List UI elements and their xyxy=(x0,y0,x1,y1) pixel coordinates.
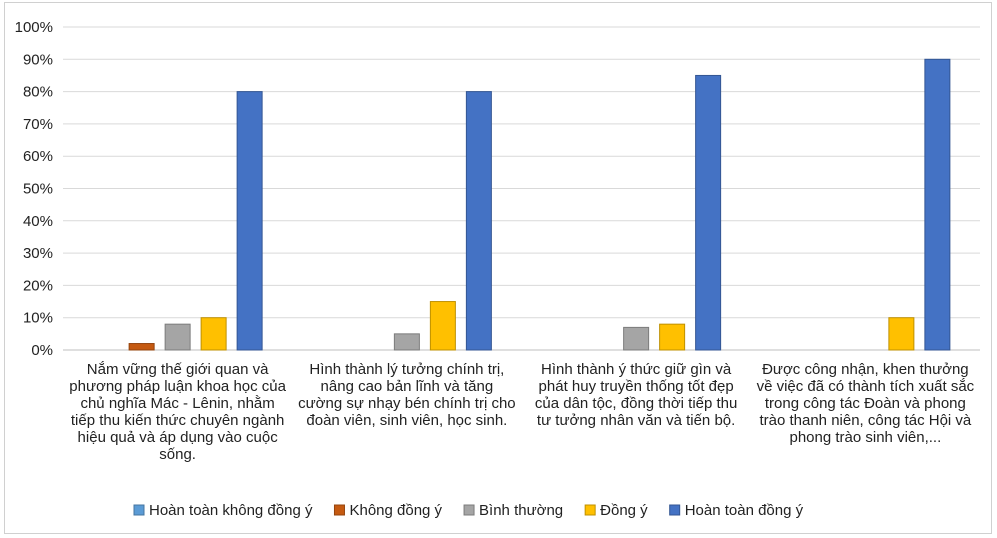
legend-label: Bình thường xyxy=(479,502,563,519)
x-tick-label: Được công nhận, khen thưởng về việc đã có… xyxy=(757,361,975,446)
x-tick-label-line: chủ nghĩa Mác - Lênin, nhằm xyxy=(80,395,274,412)
x-tick-label-line: phong trào sinh viên,... xyxy=(789,429,941,446)
x-tick-label-line: về việc đã có thành tích xuất sắc xyxy=(757,378,975,395)
legend-label: Không đồng ý xyxy=(349,502,442,519)
x-tick-label-line: nâng cao bản lĩnh và tăng xyxy=(321,378,494,395)
legend-label: Hoàn toàn không đồng ý xyxy=(149,502,313,519)
y-tick-label: 90% xyxy=(23,51,53,68)
y-tick-label: 10% xyxy=(23,310,53,327)
x-tick-label-line: trong công tác Đoàn và phong xyxy=(765,395,966,412)
y-tick-label: 30% xyxy=(23,245,53,262)
x-tick-label-line: Nắm vững thế giới quan và xyxy=(87,361,269,378)
y-tick-label: 50% xyxy=(23,181,53,198)
x-tick-label-line: tiếp thu kiến thức chuyên ngành xyxy=(71,412,285,429)
legend-swatch xyxy=(333,504,345,516)
bar xyxy=(200,317,227,351)
x-tick-label-line: cường sự nhạy bén chính trị cho xyxy=(298,395,516,412)
bar xyxy=(924,58,951,351)
chart-frame xyxy=(4,2,992,534)
legend-swatch xyxy=(584,504,596,516)
y-tick-label: 80% xyxy=(23,84,53,101)
y-tick-label: 100% xyxy=(15,19,53,36)
y-tick-label: 60% xyxy=(23,148,53,165)
y-tick-label: 40% xyxy=(23,213,53,230)
x-tick-label-line: hiệu quả và áp dụng vào cuộc xyxy=(78,429,279,446)
legend-swatch xyxy=(133,504,145,516)
x-tick-label-line: trào thanh niên, công tác Hội và xyxy=(759,412,971,429)
y-tick-label: 0% xyxy=(31,342,53,359)
bar xyxy=(465,91,492,351)
x-tick-label-line: tư tưởng nhân văn và tiến bộ. xyxy=(537,412,735,429)
x-tick-label-line: phát huy truyền thống tốt đẹp xyxy=(539,378,734,395)
bar xyxy=(429,301,456,351)
x-tick-label: Nắm vững thế giới quan và phương pháp luậ… xyxy=(69,361,286,463)
bar xyxy=(128,343,155,351)
x-tick-label-line: đoàn viên, sinh viên, học sinh. xyxy=(306,412,507,429)
legend-swatch xyxy=(669,504,681,516)
legend-label: Hoàn toàn đồng ý xyxy=(685,502,804,519)
x-tick-label: Hình thành ý thức giữ gìn và phát huy tru… xyxy=(535,361,737,429)
bar xyxy=(393,333,420,351)
bar xyxy=(695,74,722,351)
x-tick-label: Hình thành lý tưởng chính trị, nâng cao b… xyxy=(298,361,516,429)
bar xyxy=(888,317,915,351)
x-tick-label-line: sống. xyxy=(159,446,196,463)
y-tick-label: 70% xyxy=(23,116,53,133)
x-tick-label-line: Được công nhận, khen thưởng xyxy=(762,361,969,378)
legend-label: Đồng ý xyxy=(600,502,648,519)
x-tick-label-line: Hình thành ý thức giữ gìn và xyxy=(541,361,732,378)
bar xyxy=(623,326,650,351)
legend-swatch xyxy=(463,504,475,516)
y-tick-label: 20% xyxy=(23,277,53,294)
x-tick-label-line: phương pháp luận khoa học của xyxy=(69,378,286,395)
x-tick-label-line: Hình thành lý tưởng chính trị, xyxy=(309,361,504,378)
bar xyxy=(659,323,686,351)
x-tick-label-line: của dân tộc, đồng thời tiếp thu xyxy=(535,395,737,412)
bar xyxy=(164,323,191,351)
bar xyxy=(236,91,263,351)
